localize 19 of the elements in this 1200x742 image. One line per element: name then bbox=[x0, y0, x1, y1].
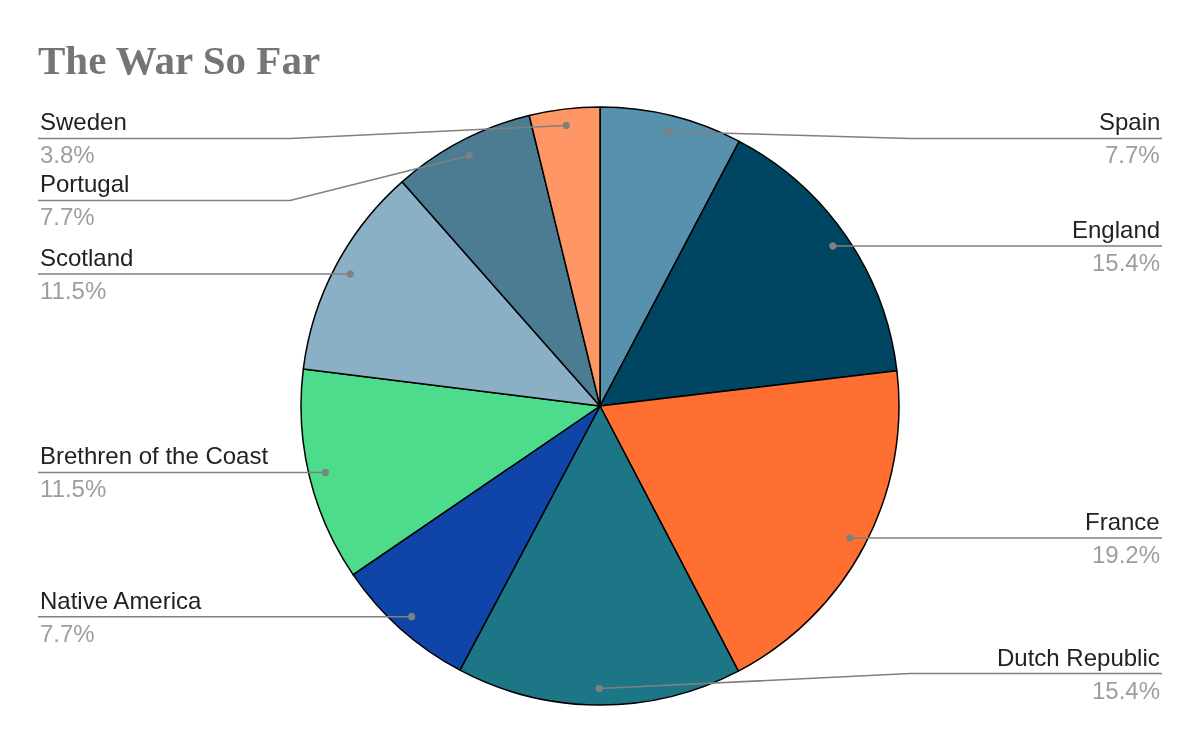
data-label: 7.7% bbox=[40, 620, 95, 647]
slice-label: Sweden bbox=[40, 108, 127, 135]
chart-title: The War So Far bbox=[38, 37, 321, 84]
data-label: 3.8% bbox=[40, 141, 95, 168]
slice-label: Spain bbox=[1099, 108, 1161, 135]
data-label: 19.2% bbox=[1092, 541, 1161, 568]
data-label: 11.5% bbox=[40, 277, 107, 304]
slice-label: Native America bbox=[40, 587, 203, 614]
data-label: 11.5% bbox=[40, 475, 107, 502]
slice-label: France bbox=[1085, 508, 1160, 535]
data-label: 15.4% bbox=[1092, 677, 1161, 704]
data-label: 7.7% bbox=[40, 203, 95, 230]
slice-label: Brethren of the Coast bbox=[40, 442, 269, 469]
data-label: 15.4% bbox=[1092, 249, 1161, 276]
slice-label: Portugal bbox=[40, 170, 130, 197]
data-label: 7.7% bbox=[1105, 141, 1160, 168]
slice-label: Scotland bbox=[40, 244, 134, 271]
slice-label: Dutch Republic bbox=[997, 644, 1160, 671]
slice-label: England bbox=[1072, 216, 1161, 243]
